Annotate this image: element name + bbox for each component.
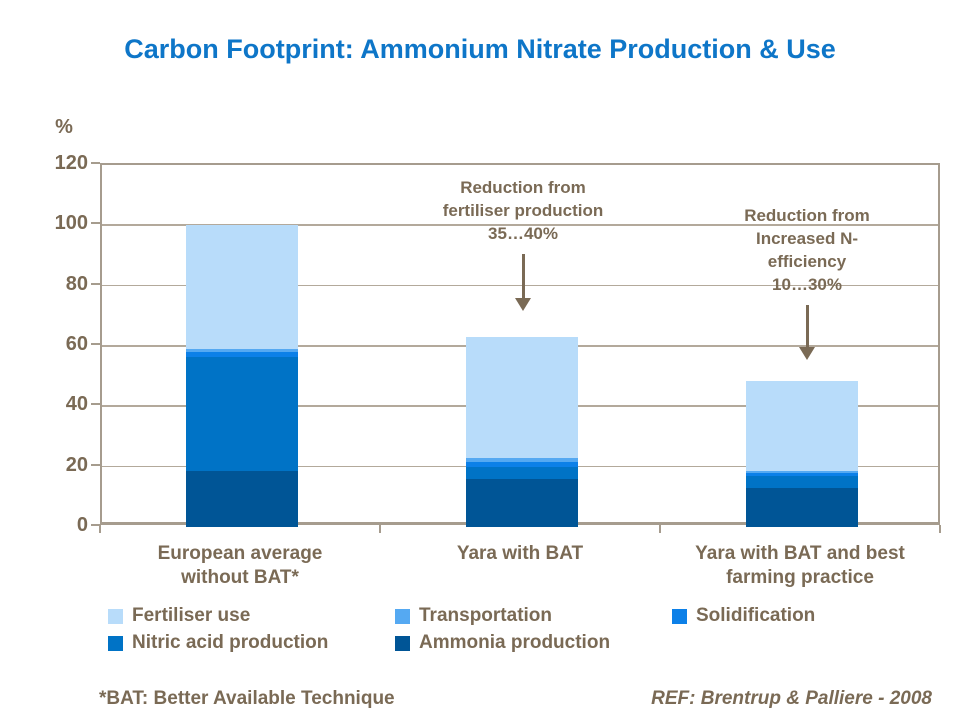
- legend-label: Fertiliser use: [132, 605, 251, 626]
- down-arrow-icon: [799, 305, 815, 360]
- footnote-bat: *BAT: Better Available Technique: [99, 688, 395, 709]
- y-tick-label-20: 20: [65, 453, 88, 476]
- bar-segment-nitric-acid-production: [466, 466, 578, 479]
- legend-item-ammonia-production: Ammonia production: [395, 633, 610, 653]
- y-tick-mark: [91, 524, 100, 526]
- legend-swatch-icon: [395, 608, 410, 624]
- legend-item-nitric-acid-production: Nitric acid production: [108, 633, 328, 653]
- y-tick-label-40: 40: [65, 393, 88, 416]
- bar-segment-ammonia-production: [186, 471, 298, 527]
- x-tick-mark: [379, 525, 381, 533]
- y-tick-mark: [91, 463, 100, 466]
- chart-title: Carbon Footprint: Ammonium Nitrate Produ…: [124, 34, 836, 64]
- y-tick-label-60: 60: [65, 333, 88, 355]
- y-tick-mark: [91, 222, 100, 225]
- legend-swatch-icon: [108, 608, 123, 624]
- bar-segment-ammonia-production: [746, 487, 858, 527]
- down-arrow-icon: [515, 254, 531, 311]
- x-tick-mark: [99, 525, 101, 533]
- legend-swatch-icon: [108, 635, 123, 651]
- legend-item-fertiliser-use: Fertiliser use: [108, 606, 250, 626]
- bar-segment-fertiliser-use: [746, 380, 858, 472]
- bar-segment-solidification: [746, 473, 858, 476]
- y-tick-label-0: 0: [76, 514, 88, 536]
- bar-segment-nitric-acid-production: [186, 356, 298, 472]
- legend-label: Solidification: [696, 605, 816, 626]
- reference-text: REF: Brentrup & Palliere - 2008: [651, 688, 932, 709]
- annotation-line: Reduction from: [744, 206, 870, 225]
- legend-swatch-icon: [395, 635, 410, 651]
- x-tick-mark: [659, 525, 661, 533]
- bar-segment-transportation: [186, 349, 298, 353]
- y-tick-mark: [91, 403, 100, 406]
- bar-segment-solidification: [466, 462, 578, 467]
- bar-segment-solidification: [186, 352, 298, 357]
- gridline-80: [102, 284, 938, 287]
- legend-label: Transportation: [419, 605, 553, 626]
- annotation-line: Reduction from: [460, 178, 586, 197]
- legend-label: Nitric acid production: [132, 632, 329, 653]
- annotation-line: 10…30%: [772, 275, 842, 294]
- bar-segment-ammonia-production: [466, 478, 578, 527]
- legend-item-transportation: Transportation: [395, 606, 552, 626]
- category-label: Yara with BAT: [456, 543, 584, 564]
- category-label: European average without BAT*: [157, 543, 323, 588]
- bar-segment-nitric-acid-production: [746, 475, 858, 488]
- annotation-line: fertiliser production: [442, 201, 604, 220]
- bar-segment-transportation: [466, 457, 578, 463]
- bar-segment-fertiliser-use: [466, 336, 578, 458]
- x-tick-mark: [939, 525, 941, 533]
- category-label: Yara with BAT and best farming practice: [695, 543, 905, 588]
- bar-segment-transportation: [746, 471, 858, 474]
- bar-segment-fertiliser-use: [186, 225, 298, 349]
- annotation-n-efficiency-reduction: Reduction from Increased N- efficiency 1…: [667, 204, 947, 360]
- y-tick-mark: [91, 343, 100, 345]
- annotation-line: Increased N-: [755, 229, 859, 248]
- y-tick-mark: [91, 162, 100, 164]
- y-tick-label-80: 80: [65, 272, 88, 295]
- y-tick-label-100: 100: [54, 212, 88, 235]
- y-tick-label-120: 120: [54, 152, 88, 174]
- annotation-fertiliser-reduction: Reduction from fertiliser production 35……: [383, 176, 663, 311]
- y-axis-unit-label: %: [55, 116, 73, 138]
- plot-area: [100, 163, 940, 527]
- legend-item-solidification: Solidification: [672, 606, 815, 626]
- gridline-100: [102, 224, 938, 226]
- annotation-line: efficiency: [767, 252, 847, 271]
- legend-swatch-icon: [672, 608, 687, 624]
- legend-label: Ammonia production: [419, 632, 611, 653]
- y-tick-mark: [91, 282, 100, 285]
- annotation-line: 35…40%: [488, 224, 558, 243]
